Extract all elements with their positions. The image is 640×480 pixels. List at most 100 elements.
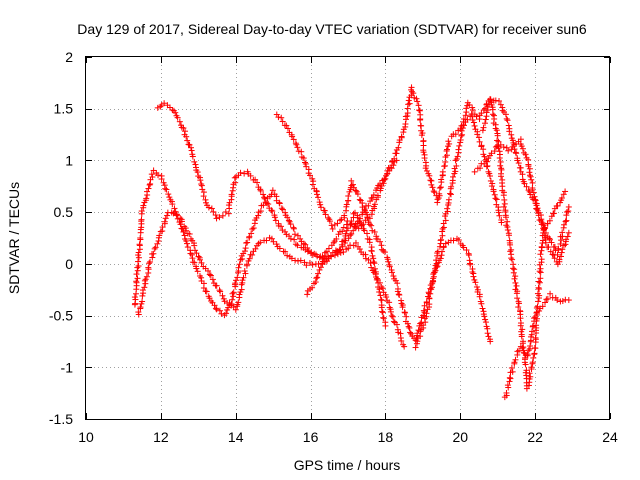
data-point [507,375,514,382]
data-point [528,364,535,371]
data-point [152,244,159,251]
data-point [497,101,504,108]
data-point [302,241,309,248]
data-point [345,235,352,242]
data-point [469,107,476,114]
data-point [412,344,419,351]
data-point [217,288,224,295]
data-point [484,158,491,165]
data-point [520,349,527,356]
data-point [469,269,476,276]
data-point [480,146,487,153]
data-point [445,196,452,203]
data-point [503,144,510,151]
data-point [148,171,155,178]
data-point [347,232,354,239]
data-point [502,111,509,118]
data-point [318,204,325,211]
data-point [530,189,537,196]
data-point [340,224,347,231]
data-point [370,258,377,265]
data-point [212,305,219,312]
data-point [304,248,311,255]
data-point [559,229,566,236]
data-point [374,192,381,199]
data-point [146,181,153,188]
data-point [507,241,514,248]
data-point [527,373,534,380]
data-point [494,137,501,144]
data-point [390,273,397,280]
data-point [241,248,248,255]
y-tick-label: 1.5 [54,101,74,117]
data-point [506,374,513,381]
data-point [558,253,565,260]
data-point [314,191,321,198]
data-point [297,235,304,242]
data-point [177,221,184,228]
data-point [392,277,399,284]
data-point [535,284,542,291]
data-point [482,316,489,323]
data-point [481,313,488,320]
data-point [328,253,335,260]
data-point [426,172,433,179]
data-point [158,176,165,183]
data-point [146,260,153,267]
data-point [191,242,198,249]
data-point [559,246,566,253]
data-point [304,291,311,298]
data-point [135,263,142,270]
data-point [427,177,434,184]
data-point [507,248,514,255]
data-point [139,298,146,305]
data-point [265,201,272,208]
data-point [460,116,467,123]
data-point [538,218,545,225]
data-point [282,248,289,255]
data-point [138,216,145,223]
data-point [437,255,444,262]
data-point [517,322,524,329]
data-point [278,205,285,212]
data-point [216,214,223,221]
data-point [402,309,409,316]
data-point [533,200,540,207]
data-point [515,300,522,307]
data-point [226,199,233,206]
data-point [478,110,485,117]
data-point [565,297,572,304]
data-point [560,191,567,198]
data-point [457,136,464,143]
data-point [519,145,526,152]
data-point [508,255,515,262]
data-point [135,254,142,261]
data-point [470,119,477,126]
data-point [184,137,191,144]
data-point [421,155,428,162]
data-point [166,194,173,201]
data-point [194,268,201,275]
data-point [472,279,479,286]
data-point [523,385,530,392]
data-point [475,134,482,141]
data-point [137,235,144,242]
data-point [427,290,434,297]
data-point [216,307,223,314]
data-point [133,278,140,285]
data-point [502,214,509,221]
x-tick-label: 14 [228,429,244,445]
data-point [235,299,242,306]
y-axis-label: SDTVAR / TECUs [6,182,22,294]
data-point [544,295,551,302]
data-point [512,356,519,363]
data-point [555,245,562,252]
data-point [371,228,378,235]
data-point [134,264,141,271]
data-point [458,127,465,134]
data-point [434,248,441,255]
data-point [405,323,412,330]
data-point [508,131,515,138]
data-point [509,256,516,263]
data-point [548,239,555,246]
